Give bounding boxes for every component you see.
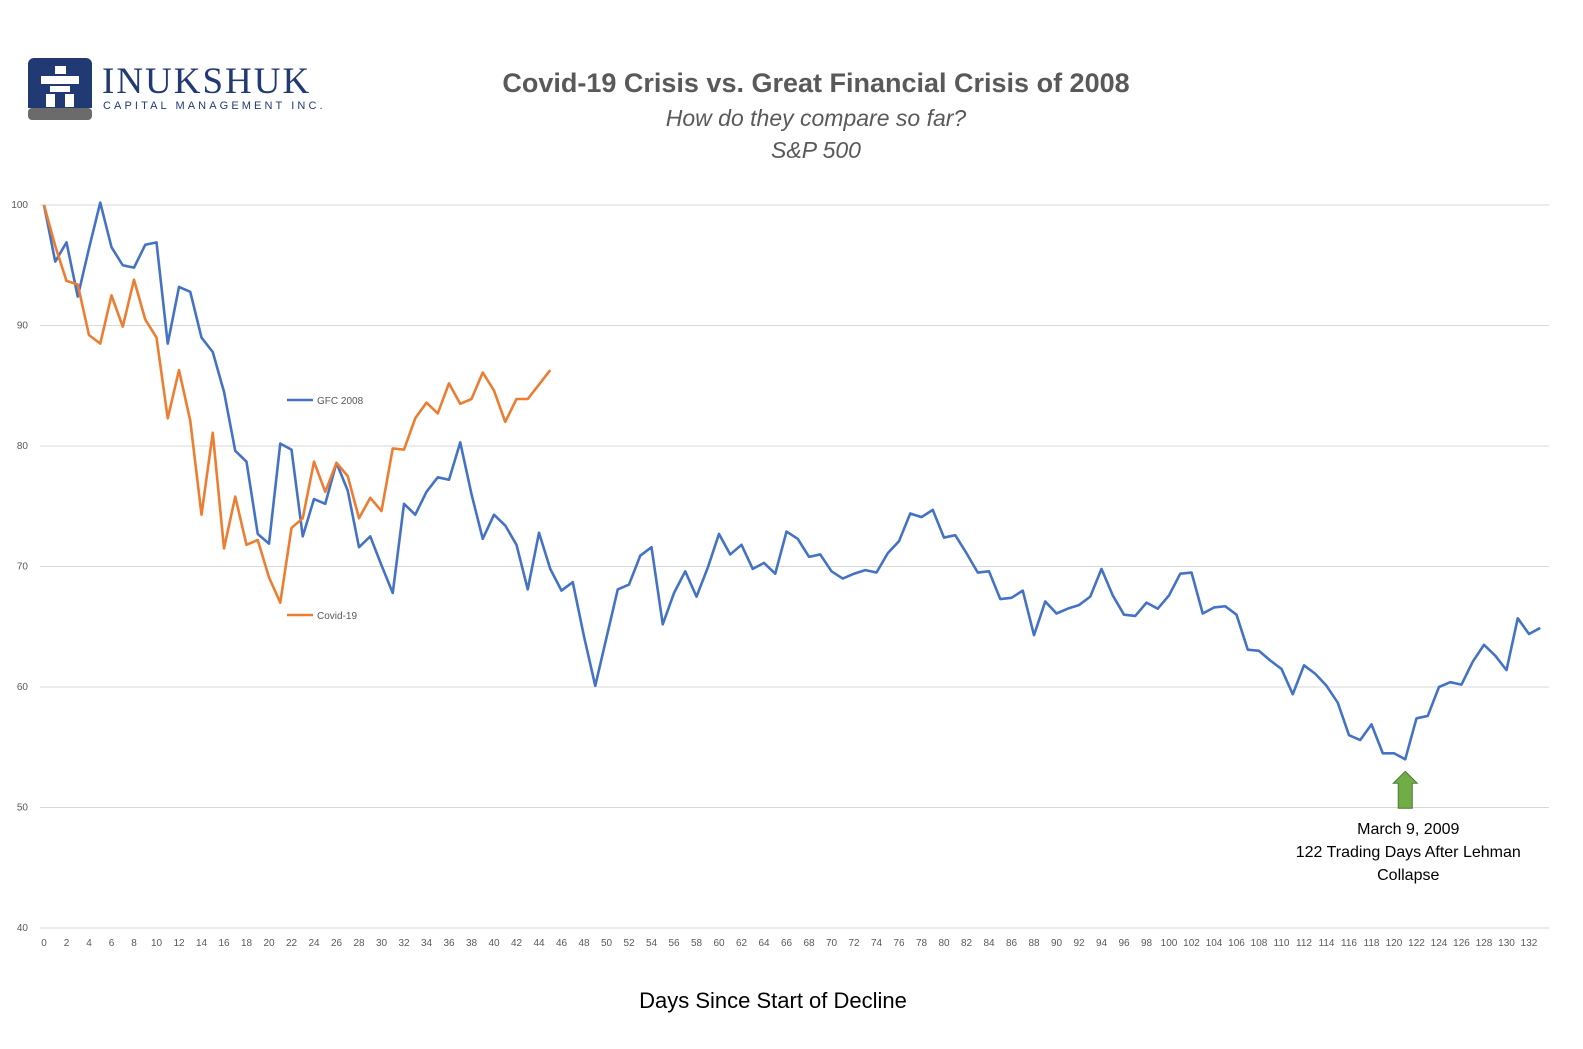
x-tick-label: 60 (713, 938, 725, 949)
series-line-covid-19 (42, 204, 552, 604)
x-tick-label: 124 (1431, 938, 1448, 949)
x-tick-label: 78 (916, 938, 928, 949)
y-tick-label: 90 (17, 321, 29, 332)
legend-label: GFC 2008 (317, 396, 364, 407)
x-tick-label: 2 (64, 938, 70, 949)
x-tick-label: 14 (196, 938, 208, 949)
x-tick-label: 72 (848, 938, 860, 949)
company-logo: INUKSHUK CAPITAL MANAGEMENT INC. (24, 56, 324, 124)
x-tick-label: 94 (1096, 938, 1108, 949)
x-tick-label: 88 (1028, 938, 1040, 949)
x-tick-label: 56 (668, 938, 680, 949)
annotation-line: 122 Trading Days After Lehman (1296, 844, 1521, 861)
x-tick-label: 48 (578, 938, 590, 949)
x-tick-label: 8 (131, 938, 137, 949)
x-tick-label: 22 (286, 938, 298, 949)
logo-wordmark: INUKSHUK (102, 61, 312, 102)
x-tick-label: 110 (1274, 938, 1290, 949)
annotation-line: March 9, 2009 (1357, 821, 1459, 838)
x-tick-label: 6 (109, 938, 115, 949)
legend-label: Covid-19 (317, 611, 357, 622)
x-tick-label: 40 (488, 938, 500, 949)
x-tick-label: 54 (646, 938, 658, 949)
x-tick-label: 128 (1476, 938, 1493, 949)
x-tick-label: 76 (893, 938, 905, 949)
x-tick-label: 20 (263, 938, 275, 949)
chart-titles: Covid-19 Crisis vs. Great Financial Cris… (416, 64, 1216, 166)
x-tick-label: 12 (173, 938, 185, 949)
annotation: March 9, 2009 122 Trading Days After Lehm… (1296, 770, 1521, 884)
x-tick-label: 38 (466, 938, 478, 949)
x-tick-label: 90 (1051, 938, 1063, 949)
x-tick-label: 108 (1251, 938, 1268, 949)
x-tick-label: 16 (218, 938, 230, 949)
chart-subtitle-1: How do they compare so far? (665, 105, 967, 131)
y-tick-label: 80 (17, 441, 29, 452)
series-lines (42, 201, 1541, 761)
y-tick-label: 70 (17, 562, 29, 573)
x-tick-label: 120 (1386, 938, 1403, 949)
y-tick-label: 60 (17, 682, 29, 693)
chart-title: Covid-19 Crisis vs. Great Financial Cris… (502, 68, 1130, 98)
x-tick-label: 112 (1296, 938, 1312, 949)
x-tick-label: 58 (691, 938, 703, 949)
x-tick-label: 4 (86, 938, 92, 949)
x-tick-label: 64 (758, 938, 770, 949)
series-line-gfc-2008 (42, 201, 1541, 761)
x-tick-label: 116 (1341, 938, 1357, 949)
x-tick-label: 126 (1453, 938, 1470, 949)
x-tick-label: 0 (41, 938, 47, 949)
x-tick-label: 92 (1073, 938, 1085, 949)
x-tick-label: 28 (353, 938, 365, 949)
x-tick-label: 74 (871, 938, 883, 949)
x-tick-label: 36 (443, 938, 455, 949)
x-tick-label: 80 (938, 938, 950, 949)
legend: GFC 2008 Covid-19 (287, 396, 364, 622)
annotation-line: Collapse (1377, 867, 1439, 884)
x-tick-label: 66 (781, 938, 793, 949)
x-tick-label: 24 (308, 938, 320, 949)
x-tick-label: 18 (241, 938, 253, 949)
x-tick-label: 34 (421, 938, 433, 949)
chart-subtitle-2: S&P 500 (771, 137, 861, 163)
x-tick-label: 42 (511, 938, 523, 949)
x-tick-label: 100 (1161, 938, 1178, 949)
x-tick-label: 98 (1141, 938, 1153, 949)
x-tick-label: 52 (623, 938, 635, 949)
x-tick-label: 30 (376, 938, 388, 949)
logo-tagline: CAPITAL MANAGEMENT INC. (103, 100, 326, 112)
x-tick-label: 62 (736, 938, 748, 949)
x-tick-label: 130 (1498, 938, 1515, 949)
gridlines (40, 204, 1549, 929)
x-tick-label: 106 (1228, 938, 1245, 949)
y-axis-ticks: 40 50 60 70 80 90 100 (11, 200, 28, 934)
x-tick-label: 44 (533, 938, 545, 949)
x-tick-label: 96 (1118, 938, 1130, 949)
x-tick-label: 84 (983, 938, 995, 949)
x-tick-label: 50 (601, 938, 613, 949)
x-tick-label: 86 (1006, 938, 1018, 949)
x-tick-label: 114 (1319, 938, 1335, 949)
x-tick-label: 122 (1408, 938, 1425, 949)
x-axis-ticks: 0 2 4 6 8 10 12 14 16 18 20 22 24 26 28 30 32 34 36 38 40 42 4… (41, 938, 1538, 949)
x-axis-label: Days Since Start of Decline (639, 988, 907, 1013)
y-tick-label: 100 (11, 200, 28, 211)
x-tick-label: 32 (398, 938, 410, 949)
x-tick-label: 46 (556, 938, 568, 949)
x-tick-label: 70 (826, 938, 838, 949)
x-tick-label: 132 (1521, 938, 1538, 949)
inukshuk-logo-mark (28, 58, 92, 120)
x-tick-label: 10 (151, 938, 163, 949)
x-tick-label: 82 (961, 938, 973, 949)
x-tick-label: 104 (1206, 938, 1223, 949)
up-arrow-icon (1392, 770, 1419, 809)
x-tick-label: 118 (1364, 938, 1380, 949)
x-tick-label: 68 (803, 938, 815, 949)
y-tick-label: 40 (17, 923, 29, 934)
x-tick-label: 102 (1183, 938, 1200, 949)
x-tick-label: 26 (331, 938, 343, 949)
y-tick-label: 50 (17, 803, 29, 814)
